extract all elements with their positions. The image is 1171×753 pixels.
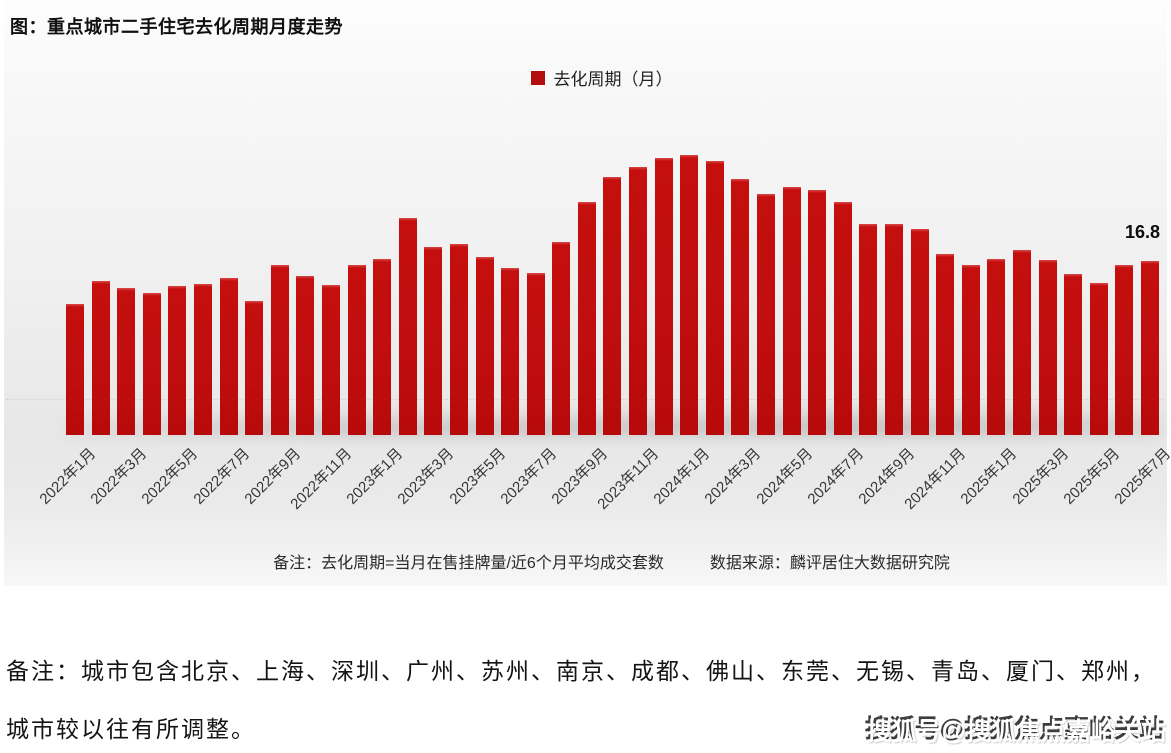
bar <box>91 280 110 435</box>
footnote-source: 数据来源：麟评居住大数据研究院 <box>709 555 950 572</box>
watermark: 搜狐号@搜狐焦点嘉峪关站 <box>866 718 1166 746</box>
bar <box>1064 273 1083 435</box>
bar <box>654 157 673 435</box>
bar <box>245 300 264 435</box>
bar <box>1012 249 1031 435</box>
bar <box>168 286 187 435</box>
bar <box>577 202 596 435</box>
bottom-note-line2: 城市较以往有所调整。 <box>6 717 256 742</box>
chart-card: 图：重点城市二手住宅去化周期月度走势 去化周期（月） 2022年1月 2022年3… <box>4 0 1171 586</box>
bar <box>859 224 878 435</box>
bar <box>833 202 852 435</box>
bar <box>1140 261 1159 435</box>
bar <box>603 176 622 435</box>
plot-area <box>66 0 1159 435</box>
bar <box>424 246 443 435</box>
bar <box>782 186 801 435</box>
bar <box>193 284 212 435</box>
bar <box>296 275 315 435</box>
bar <box>680 154 699 435</box>
bottom-note-line1: 备注：城市包含北京、上海、深圳、广州、苏州、南京、成都、佛山、东莞、无锡、青岛、… <box>6 659 1156 684</box>
legend-label: 去化周期（月） <box>553 70 673 89</box>
bar <box>321 285 340 435</box>
bar <box>501 267 520 435</box>
bar <box>373 259 392 435</box>
bar <box>936 254 955 435</box>
bar <box>66 303 84 435</box>
chart-legend: 去化周期（月） <box>20 65 1171 90</box>
bar <box>629 167 648 435</box>
bar-value-label: 16.8 <box>1124 222 1160 242</box>
bar <box>705 161 724 435</box>
bar <box>987 259 1006 435</box>
bar <box>757 194 776 435</box>
chart-title: 图：重点城市二手住宅去化周期月度走势 <box>10 17 343 37</box>
legend-square-icon <box>530 70 545 85</box>
bar <box>117 288 136 435</box>
bar <box>910 229 929 435</box>
bottom-note: 备注：城市包含北京、上海、深圳、广州、苏州、南京、成都、佛山、东莞、无锡、青岛、… <box>6 643 1165 753</box>
bar <box>885 224 903 435</box>
bar <box>526 272 545 435</box>
bar <box>731 178 750 435</box>
bar <box>475 257 494 435</box>
bar <box>398 217 417 435</box>
bar <box>961 265 980 435</box>
bar <box>808 189 827 435</box>
bar <box>449 243 468 435</box>
bar <box>1038 260 1057 435</box>
chart-footnote: 备注：去化周期=当月在售挂牌量/近6个月平均成交套数 数据来源：麟评居住大数据研究… <box>30 549 1171 573</box>
bar <box>1089 283 1108 435</box>
bar <box>142 293 161 435</box>
bar <box>347 265 366 435</box>
bar <box>270 265 289 435</box>
footnote-note: 备注：去化周期=当月在售挂牌量/近6个月平均成交套数 <box>273 555 664 572</box>
bar <box>219 277 238 435</box>
bar <box>552 241 571 435</box>
bars-container <box>66 0 1159 435</box>
bar <box>1115 265 1134 435</box>
